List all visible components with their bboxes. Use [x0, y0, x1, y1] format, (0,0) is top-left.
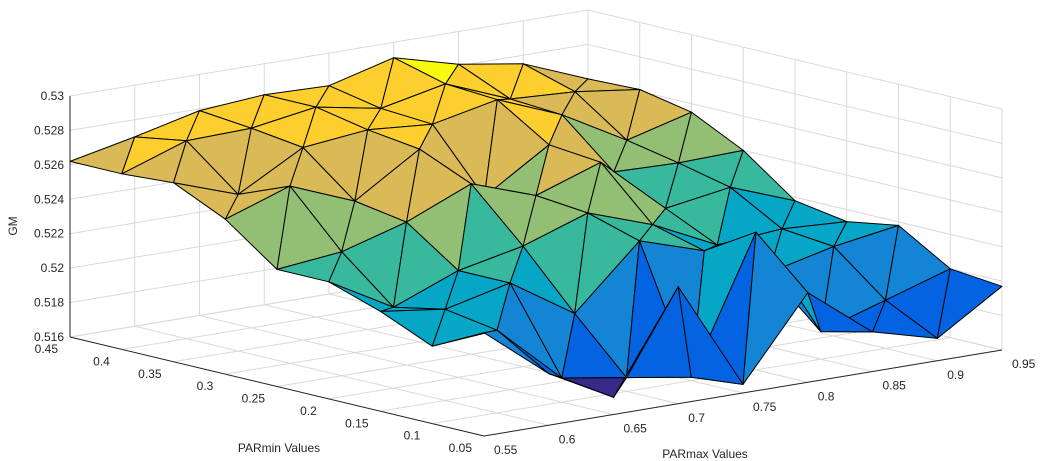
surface-facet	[742, 231, 809, 385]
y-tick-label: 0.2	[300, 404, 317, 418]
y-tick-label: 0.05	[449, 441, 473, 455]
y-tick-label: 0.4	[93, 354, 110, 368]
x-tick-label: 0.55	[494, 443, 518, 457]
surface-facet	[561, 377, 627, 398]
x-tick-label: 0.7	[688, 411, 705, 425]
y-tick-label: 0.45	[35, 342, 59, 356]
y-tick-label: 0.1	[404, 429, 421, 443]
side-wall-grid-line	[587, 9, 1003, 110]
surface-plot	[69, 57, 1003, 398]
z-tick-label: 0.516	[34, 330, 64, 344]
x-tick-label: 0.6	[559, 432, 576, 446]
x-tick-label: 0.65	[624, 422, 648, 436]
side-wall-grid-line	[587, 78, 1003, 179]
z-tick-label: 0.526	[34, 158, 64, 172]
z-tick-label: 0.528	[34, 123, 64, 137]
z-axis-title: GM	[6, 216, 20, 235]
z-tick-label: 0.518	[34, 296, 64, 310]
surface-facet	[677, 286, 744, 385]
y-tick-label: 0.15	[345, 416, 369, 430]
surface-facet	[872, 299, 938, 339]
y-tick-label: 0.35	[138, 367, 162, 381]
axes	[69, 96, 1003, 437]
side-wall-grid-line	[587, 43, 1003, 144]
y-axis-line	[69, 336, 485, 437]
surface-facet	[936, 268, 1003, 339]
y-tick-label: 0.25	[242, 392, 266, 406]
z-tick-label: 0.52	[41, 261, 65, 275]
x-tick-label: 0.8	[818, 389, 835, 403]
surface-facet	[483, 329, 550, 375]
x-axis-line	[483, 349, 1003, 437]
x-tick-label: 0.95	[1012, 357, 1036, 371]
tick-labels: 0.55 0.6 0.65 0.7 0.75 0.8 0.85 0.9 0.95 0.05 0.1 0…	[34, 89, 1036, 457]
z-tick-label: 0.522	[34, 227, 64, 241]
x-tick-label: 0.85	[883, 379, 907, 393]
x-tick-label: 0.75	[753, 400, 777, 414]
floor-grid-line	[432, 337, 951, 425]
back-wall-grid-line	[69, 9, 589, 97]
surface-facet	[548, 373, 614, 398]
x-tick-label: 0.9	[947, 368, 964, 382]
x-axis-title: PARmax Values	[662, 447, 748, 461]
surface-facet	[613, 286, 679, 398]
z-tick-label: 0.53	[41, 89, 65, 103]
y-axis-title: PARmin Values	[238, 441, 320, 455]
surface-facet	[807, 292, 873, 333]
z-tick-label: 0.524	[34, 192, 64, 206]
y-tick-label: 0.3	[197, 379, 214, 393]
